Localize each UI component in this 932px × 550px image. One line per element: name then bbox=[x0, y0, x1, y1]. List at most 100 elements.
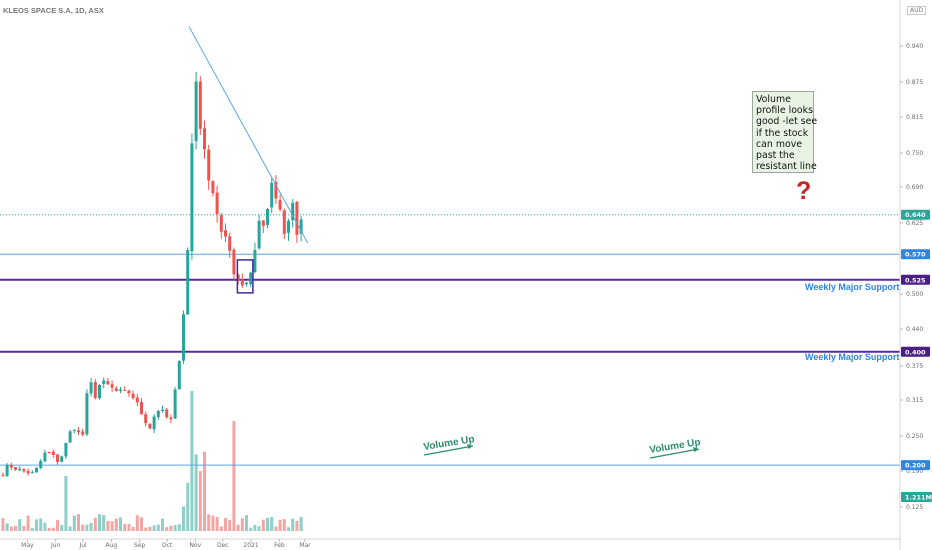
candle-body bbox=[257, 220, 261, 249]
x-tick-label: Jun bbox=[50, 542, 61, 549]
candle-body bbox=[169, 417, 173, 420]
candle-body bbox=[14, 467, 18, 470]
volume-bar bbox=[98, 514, 102, 531]
candle-body bbox=[39, 461, 43, 468]
candle-body bbox=[224, 230, 228, 237]
question-mark-icon: ? bbox=[796, 177, 812, 205]
y-tick-label: 0.625 bbox=[906, 220, 923, 227]
volume-bar bbox=[240, 518, 244, 531]
candle-body bbox=[9, 464, 13, 468]
volume-bar bbox=[106, 521, 110, 531]
volume-bar bbox=[278, 519, 282, 531]
annotation-note: Volume profile looks good -let see if th… bbox=[752, 91, 818, 173]
volume-bar bbox=[291, 518, 295, 531]
volume-bar bbox=[64, 476, 68, 531]
candle-body bbox=[282, 210, 286, 234]
volume-bar bbox=[165, 527, 169, 531]
candle-body bbox=[110, 384, 114, 388]
candle-body bbox=[123, 389, 127, 391]
volume-bar bbox=[140, 517, 144, 531]
volume-bar bbox=[14, 525, 18, 531]
support-tag-2: 0.400 bbox=[905, 348, 926, 356]
candle-body bbox=[232, 249, 236, 275]
volume-bar bbox=[207, 514, 211, 531]
candle-body bbox=[261, 220, 265, 226]
consolidation-box bbox=[236, 259, 254, 294]
y-tick-label: 0.375 bbox=[906, 363, 923, 370]
volume-bar bbox=[26, 515, 30, 531]
volume-bar bbox=[148, 526, 152, 531]
candle-body bbox=[43, 452, 47, 462]
candle-body bbox=[102, 380, 106, 385]
price-axis[interactable]: 0.940 0.875 0.815 0.750 0.690 0.625 0.500 0.440… bbox=[899, 0, 923, 550]
candle-body bbox=[56, 454, 60, 462]
x-tick-label: May bbox=[21, 542, 34, 549]
volume-up-arrow-1 bbox=[423, 445, 474, 456]
volume-bar bbox=[253, 525, 257, 531]
candle-body bbox=[266, 209, 270, 225]
volume-bar bbox=[177, 524, 181, 531]
candle-body bbox=[98, 385, 102, 399]
arrow-head-icon bbox=[467, 444, 473, 449]
volume-bar bbox=[282, 519, 286, 531]
candle-body bbox=[18, 468, 22, 471]
volume-tag: 1.211M bbox=[905, 494, 932, 502]
volume-bar bbox=[47, 527, 51, 531]
volume-bar bbox=[211, 515, 215, 531]
support-tag-1-bg bbox=[901, 274, 930, 285]
resistance-tag-bg bbox=[901, 249, 930, 260]
volume-bar bbox=[39, 518, 43, 531]
y-tick-label: 0.875 bbox=[906, 79, 923, 86]
volume-bar bbox=[186, 482, 190, 531]
candle-body bbox=[131, 393, 135, 398]
x-tick-label: Dec bbox=[217, 542, 229, 549]
volume-bar bbox=[22, 526, 26, 531]
candle-body bbox=[64, 442, 68, 457]
candle-body bbox=[253, 249, 257, 273]
currency-badge[interactable]: AUD bbox=[907, 6, 927, 15]
volume-bar bbox=[51, 527, 55, 531]
candle-body bbox=[278, 200, 282, 210]
volume-bar bbox=[144, 527, 148, 531]
candle-body bbox=[60, 456, 64, 462]
candle-body bbox=[1, 474, 5, 476]
last-price-tag-bg bbox=[901, 209, 930, 220]
candle-body bbox=[156, 410, 160, 418]
candle-body bbox=[182, 314, 186, 361]
support-label-2: Weekly Major Support bbox=[805, 352, 899, 362]
x-tick-label: Nov bbox=[190, 542, 202, 549]
candle-body bbox=[106, 381, 110, 385]
candle-body bbox=[287, 220, 291, 233]
volume-bar bbox=[85, 524, 89, 531]
horizontal-levels bbox=[0, 214, 900, 466]
volume-up-arrow-2 bbox=[649, 448, 700, 459]
volume-bar bbox=[30, 527, 34, 531]
support-tag-1: 0.525 bbox=[905, 276, 926, 284]
volume-tag-bg bbox=[901, 492, 932, 502]
candle-body bbox=[127, 390, 131, 394]
volume-bar bbox=[135, 515, 139, 531]
note-line: can move bbox=[756, 138, 803, 150]
volume-bar bbox=[261, 519, 265, 531]
volume-bar bbox=[1, 518, 5, 531]
candle-body bbox=[211, 181, 215, 194]
volume-bar bbox=[77, 514, 81, 531]
time-axis[interactable]: May Jun Jul Aug Sep Oct Nov Dec 2021 Feb Mar bbox=[0, 538, 900, 549]
volume-bar bbox=[190, 391, 194, 531]
note-line: good -let see bbox=[756, 116, 818, 128]
resistance-tag: 0.570 bbox=[905, 251, 926, 259]
volume-bar bbox=[114, 518, 118, 531]
volume-bar bbox=[60, 525, 64, 531]
volume-bar bbox=[198, 471, 202, 531]
volume-bar bbox=[295, 520, 299, 531]
volume-bar bbox=[18, 519, 22, 531]
candle-body bbox=[228, 236, 232, 251]
volume-bars bbox=[1, 391, 303, 531]
candle-body bbox=[148, 423, 152, 429]
candle-body bbox=[161, 409, 165, 412]
x-tick-label: Sep bbox=[134, 542, 146, 549]
candle-body bbox=[291, 202, 295, 221]
volume-bar bbox=[123, 523, 127, 531]
volume-bar bbox=[72, 515, 76, 531]
